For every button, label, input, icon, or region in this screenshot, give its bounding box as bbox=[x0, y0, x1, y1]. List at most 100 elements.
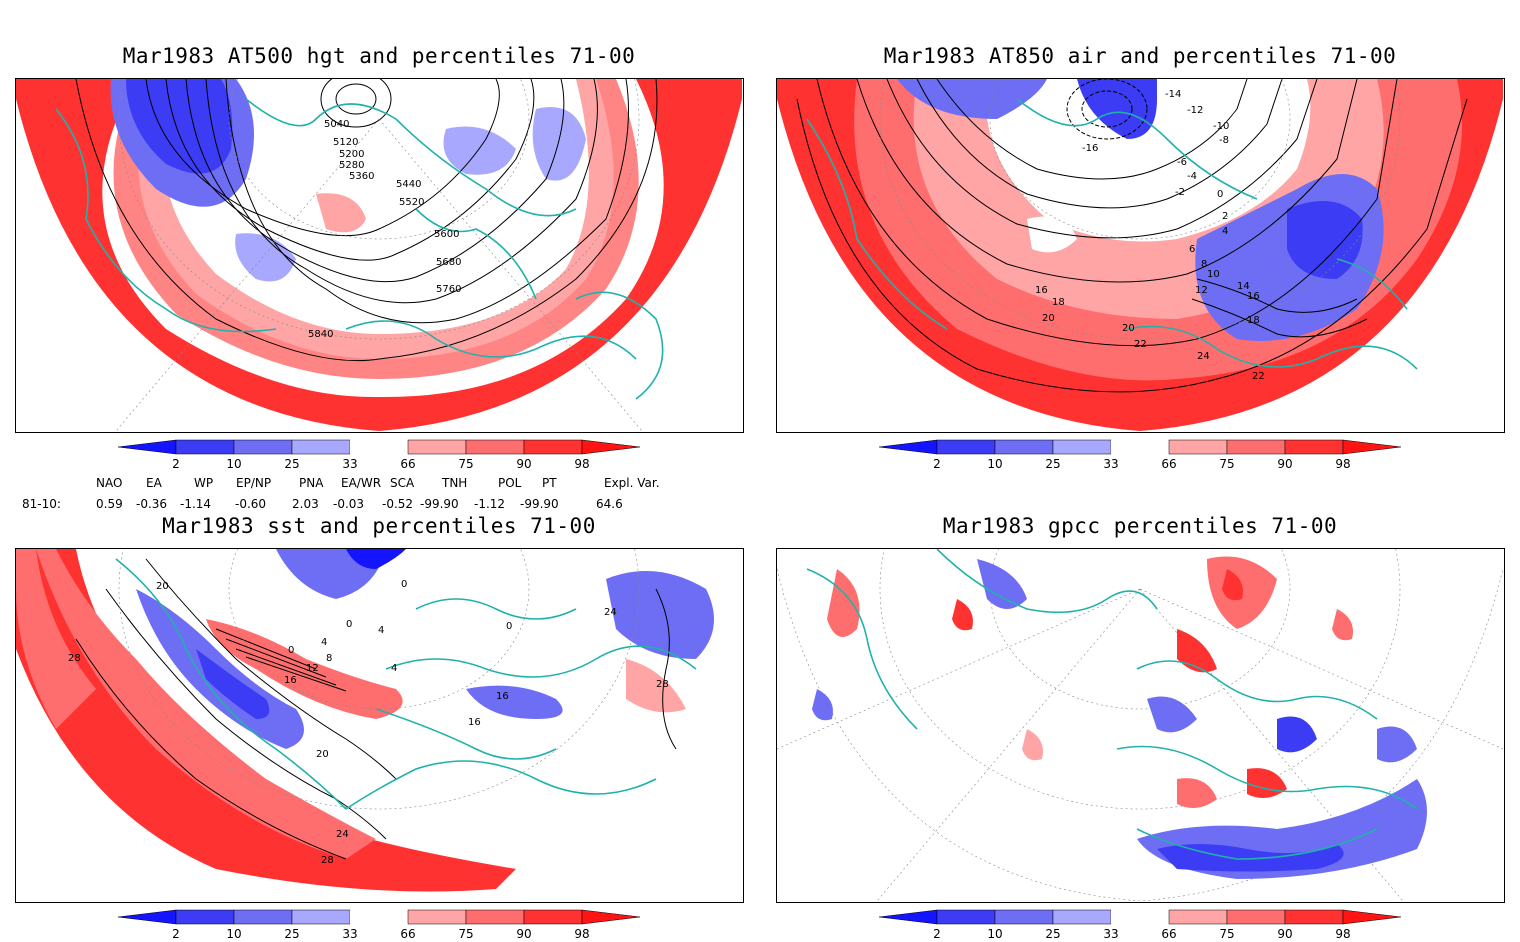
contour-label: 10 bbox=[1207, 269, 1220, 280]
contour-label: 5120 bbox=[333, 137, 358, 148]
map-sst: 20 28 0 4 8 12 16 20 24 28 0 4 4 16 16 2… bbox=[15, 548, 744, 903]
index-header: EP/NP bbox=[236, 476, 272, 490]
index-header: EA bbox=[146, 476, 162, 490]
contour-label: 0 bbox=[1217, 189, 1223, 200]
colorbar-tick-label: 25 bbox=[284, 927, 299, 941]
contour-label: 5760 bbox=[436, 284, 461, 295]
colorbar-tick-label: 2 bbox=[933, 927, 941, 941]
contour-label: 14 bbox=[1237, 281, 1250, 292]
index-header: EA/WR bbox=[341, 476, 382, 490]
colorbar-bottom-right: 2 10 25 33 66 75 90 98 bbox=[878, 909, 1402, 941]
contour-label: 16 bbox=[496, 691, 509, 702]
colorbar-tick-label: 10 bbox=[226, 927, 241, 941]
colorbar-arrow-high bbox=[1342, 439, 1402, 455]
colorbar-tick-label: 10 bbox=[987, 457, 1002, 471]
anomaly-warm-pacific bbox=[16, 549, 516, 892]
colorbar-arrow-low bbox=[878, 439, 938, 455]
colorbar-segment bbox=[523, 439, 583, 455]
colorbar-segment bbox=[1226, 439, 1286, 455]
panel-title-air850: Mar1983 AT850 air and percentiles 71-00 bbox=[883, 44, 1397, 68]
contour-label: 6 bbox=[1189, 244, 1195, 255]
contour-label: -8 bbox=[1219, 135, 1229, 146]
contour-label: 5200 bbox=[339, 149, 364, 160]
colorbar-segment bbox=[1111, 910, 1169, 924]
colorbar-segment bbox=[407, 909, 467, 925]
contour-label: 4 bbox=[1222, 226, 1228, 237]
colorbar-tick-label: 90 bbox=[1277, 927, 1292, 941]
teleconnection-indices: NAO EA WP EP/NP PNA EA/WR SCA TNH POL PT… bbox=[0, 474, 760, 514]
index-header: SCA bbox=[390, 476, 415, 490]
index-value: -0.60 bbox=[235, 497, 267, 511]
colorbar-tick-label: 90 bbox=[516, 927, 531, 941]
colorbar-segment bbox=[1052, 909, 1112, 925]
index-value: -0.36 bbox=[136, 497, 168, 511]
contour-label: 16 bbox=[468, 717, 481, 728]
index-value: 0.59 bbox=[96, 497, 123, 511]
colorbar-bottom-left: 2 10 25 33 66 75 90 98 bbox=[117, 909, 641, 941]
colorbar-segment bbox=[465, 439, 525, 455]
contour-label: 20 bbox=[1042, 313, 1055, 324]
colorbar-segment bbox=[291, 439, 351, 455]
contour-label: 12 bbox=[1195, 285, 1208, 296]
contour-label: -4 bbox=[1187, 171, 1197, 182]
index-value: -1.12 bbox=[474, 497, 506, 511]
map-air850-svg: -16 -14 -12 -10 -8 -6 -4 -2 0 2 4 6 8 10… bbox=[777, 79, 1503, 431]
contour-label: 5040 bbox=[324, 119, 349, 130]
contour-label: 5680 bbox=[436, 257, 461, 268]
colorbar-tick-label: 25 bbox=[1045, 457, 1060, 471]
contour-label: 22 bbox=[1252, 371, 1265, 382]
colorbar-segment bbox=[1111, 440, 1169, 454]
contour-label: 20 bbox=[316, 749, 329, 760]
index-header: PT bbox=[542, 476, 557, 490]
colorbar-segment bbox=[1168, 439, 1228, 455]
index-header: POL bbox=[498, 476, 522, 490]
contour-label: 5840 bbox=[308, 329, 333, 340]
colorbar-segment bbox=[936, 439, 996, 455]
contour-label: 24 bbox=[336, 829, 349, 840]
colorbar-segment bbox=[1052, 439, 1112, 455]
index-value: 2.03 bbox=[292, 497, 319, 511]
colorbar-tick-label: 33 bbox=[342, 457, 357, 471]
colorbar-arrow-low bbox=[117, 439, 177, 455]
colorbar-tick-label: 33 bbox=[1103, 457, 1118, 471]
precip-anomaly-patches bbox=[812, 556, 1427, 879]
colorbar-tick-label: 75 bbox=[458, 457, 473, 471]
colorbar-arrow-low bbox=[117, 909, 177, 925]
contour-label: 5280 bbox=[339, 160, 364, 171]
contour-label: 16 bbox=[1247, 291, 1260, 302]
colorbar-tick-label: 98 bbox=[1335, 457, 1350, 471]
colorbar-tick-label: 25 bbox=[1045, 927, 1060, 941]
colorbar-arrow-high bbox=[581, 439, 641, 455]
colorbar-tick-label: 2 bbox=[172, 927, 180, 941]
colorbar-tick-label: 66 bbox=[400, 457, 415, 471]
colorbar-segment bbox=[233, 439, 293, 455]
colorbar-segment bbox=[994, 909, 1054, 925]
contour-label: -10 bbox=[1213, 121, 1229, 132]
index-header: NAO bbox=[96, 476, 123, 490]
colorbar-tick-label: 98 bbox=[574, 927, 589, 941]
colorbar-segment bbox=[175, 439, 235, 455]
colorbar-segment bbox=[994, 439, 1054, 455]
contour-label: 28 bbox=[68, 653, 81, 664]
colorbar-segment bbox=[175, 909, 235, 925]
map-hgt500: 5040 5120 5200 5280 5360 5440 5520 5600 … bbox=[15, 78, 744, 433]
contour-label: 28 bbox=[321, 855, 334, 866]
colorbar-tick-label: 98 bbox=[1335, 927, 1350, 941]
contour-label: 24 bbox=[604, 607, 617, 618]
contour-label: 28 bbox=[656, 679, 669, 690]
colorbar-tick-label: 75 bbox=[458, 927, 473, 941]
colorbar-top-left: 2 10 25 33 66 75 90 98 bbox=[117, 439, 641, 471]
contour-label: 12 bbox=[306, 663, 319, 674]
colorbar-tick-label: 25 bbox=[284, 457, 299, 471]
contour-label: 0 bbox=[401, 579, 407, 590]
map-sst-svg: 20 28 0 4 8 12 16 20 24 28 0 4 4 16 16 2… bbox=[16, 549, 742, 901]
panel-title-hgt500: Mar1983 AT500 hgt and percentiles 71-00 bbox=[122, 44, 636, 68]
map-air850: -16 -14 -12 -10 -8 -6 -4 -2 0 2 4 6 8 10… bbox=[776, 78, 1505, 433]
contour-label: 16 bbox=[284, 675, 297, 686]
panel-title-gpcc: Mar1983 gpcc percentiles 71-00 bbox=[942, 514, 1338, 538]
contour-label: 8 bbox=[1201, 259, 1207, 270]
colorbar-tick-label: 66 bbox=[400, 927, 415, 941]
colorbar-segment bbox=[1284, 439, 1344, 455]
colorbar-tick-label: 2 bbox=[172, 457, 180, 471]
contour-label: 5520 bbox=[399, 197, 424, 208]
